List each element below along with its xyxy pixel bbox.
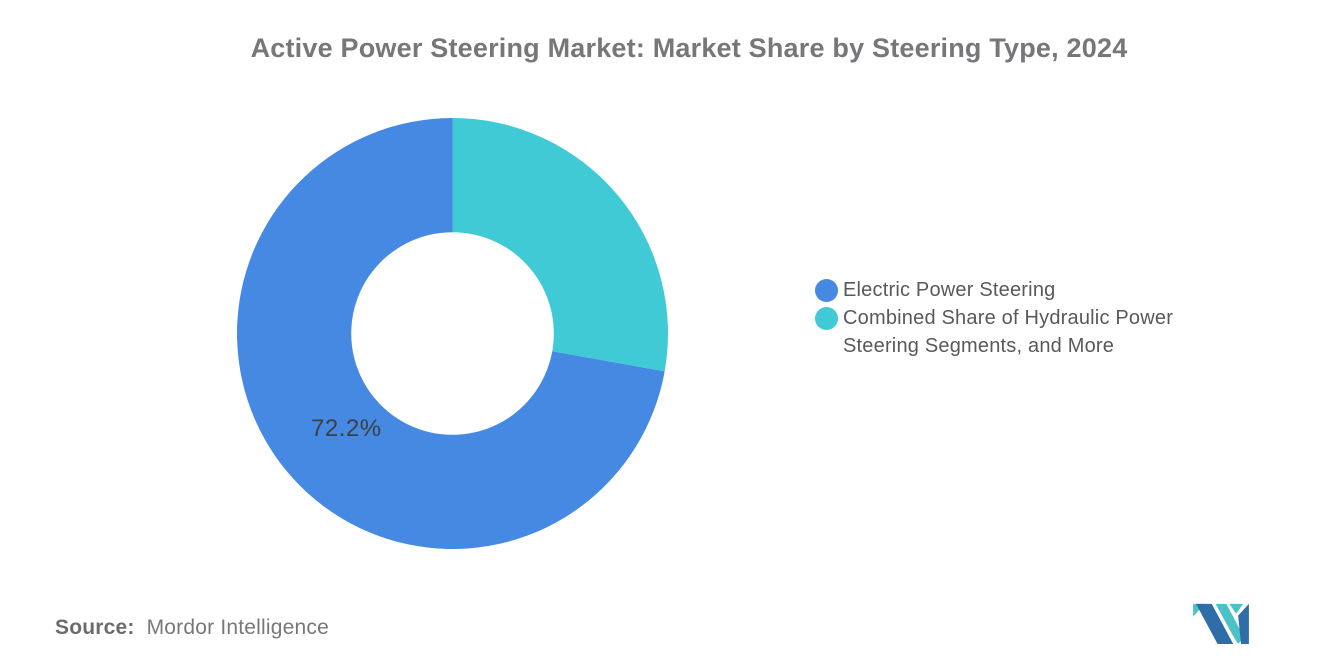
logo-teal-band — [1215, 603, 1244, 645]
logo-teal-triangle-right — [1229, 603, 1244, 614]
legend-marker-electric-power-steering — [815, 279, 838, 302]
legend-label-electric-power-steering: Electric Power Steering — [843, 279, 1056, 301]
legend-item-hydraulic-power-steering[interactable]: Combined Share of Hydraulic Power Steeri… — [815, 304, 1215, 360]
donut-slice-0[interactable] — [237, 118, 665, 549]
donut-chart — [237, 118, 668, 549]
legend-marker-hydraulic-power-steering — [815, 307, 838, 330]
legend-item-electric-power-steering[interactable]: Electric Power Steering — [815, 276, 1215, 304]
logo-blue-band — [1196, 603, 1234, 645]
source-prefix: Source: — [55, 616, 135, 639]
legend-label-hydraulic-power-steering: Combined Share of Hydraulic Power Steeri… — [843, 307, 1174, 357]
chart-title: Active Power Steering Market: Market Sha… — [250, 33, 1128, 63]
slice-data-label: 72.2% — [311, 415, 382, 442]
logo-blue-bar — [1238, 603, 1249, 645]
legend: Electric Power Steering Combined Share o… — [815, 276, 1215, 360]
donut-slice-1[interactable] — [452, 118, 669, 372]
source-note: Source: Mordor Intelligence — [55, 616, 329, 640]
source-name: Mordor Intelligence — [146, 616, 329, 639]
mordor-intelligence-logo — [1193, 603, 1249, 645]
donut-chart-area: 72.2% — [237, 118, 668, 549]
